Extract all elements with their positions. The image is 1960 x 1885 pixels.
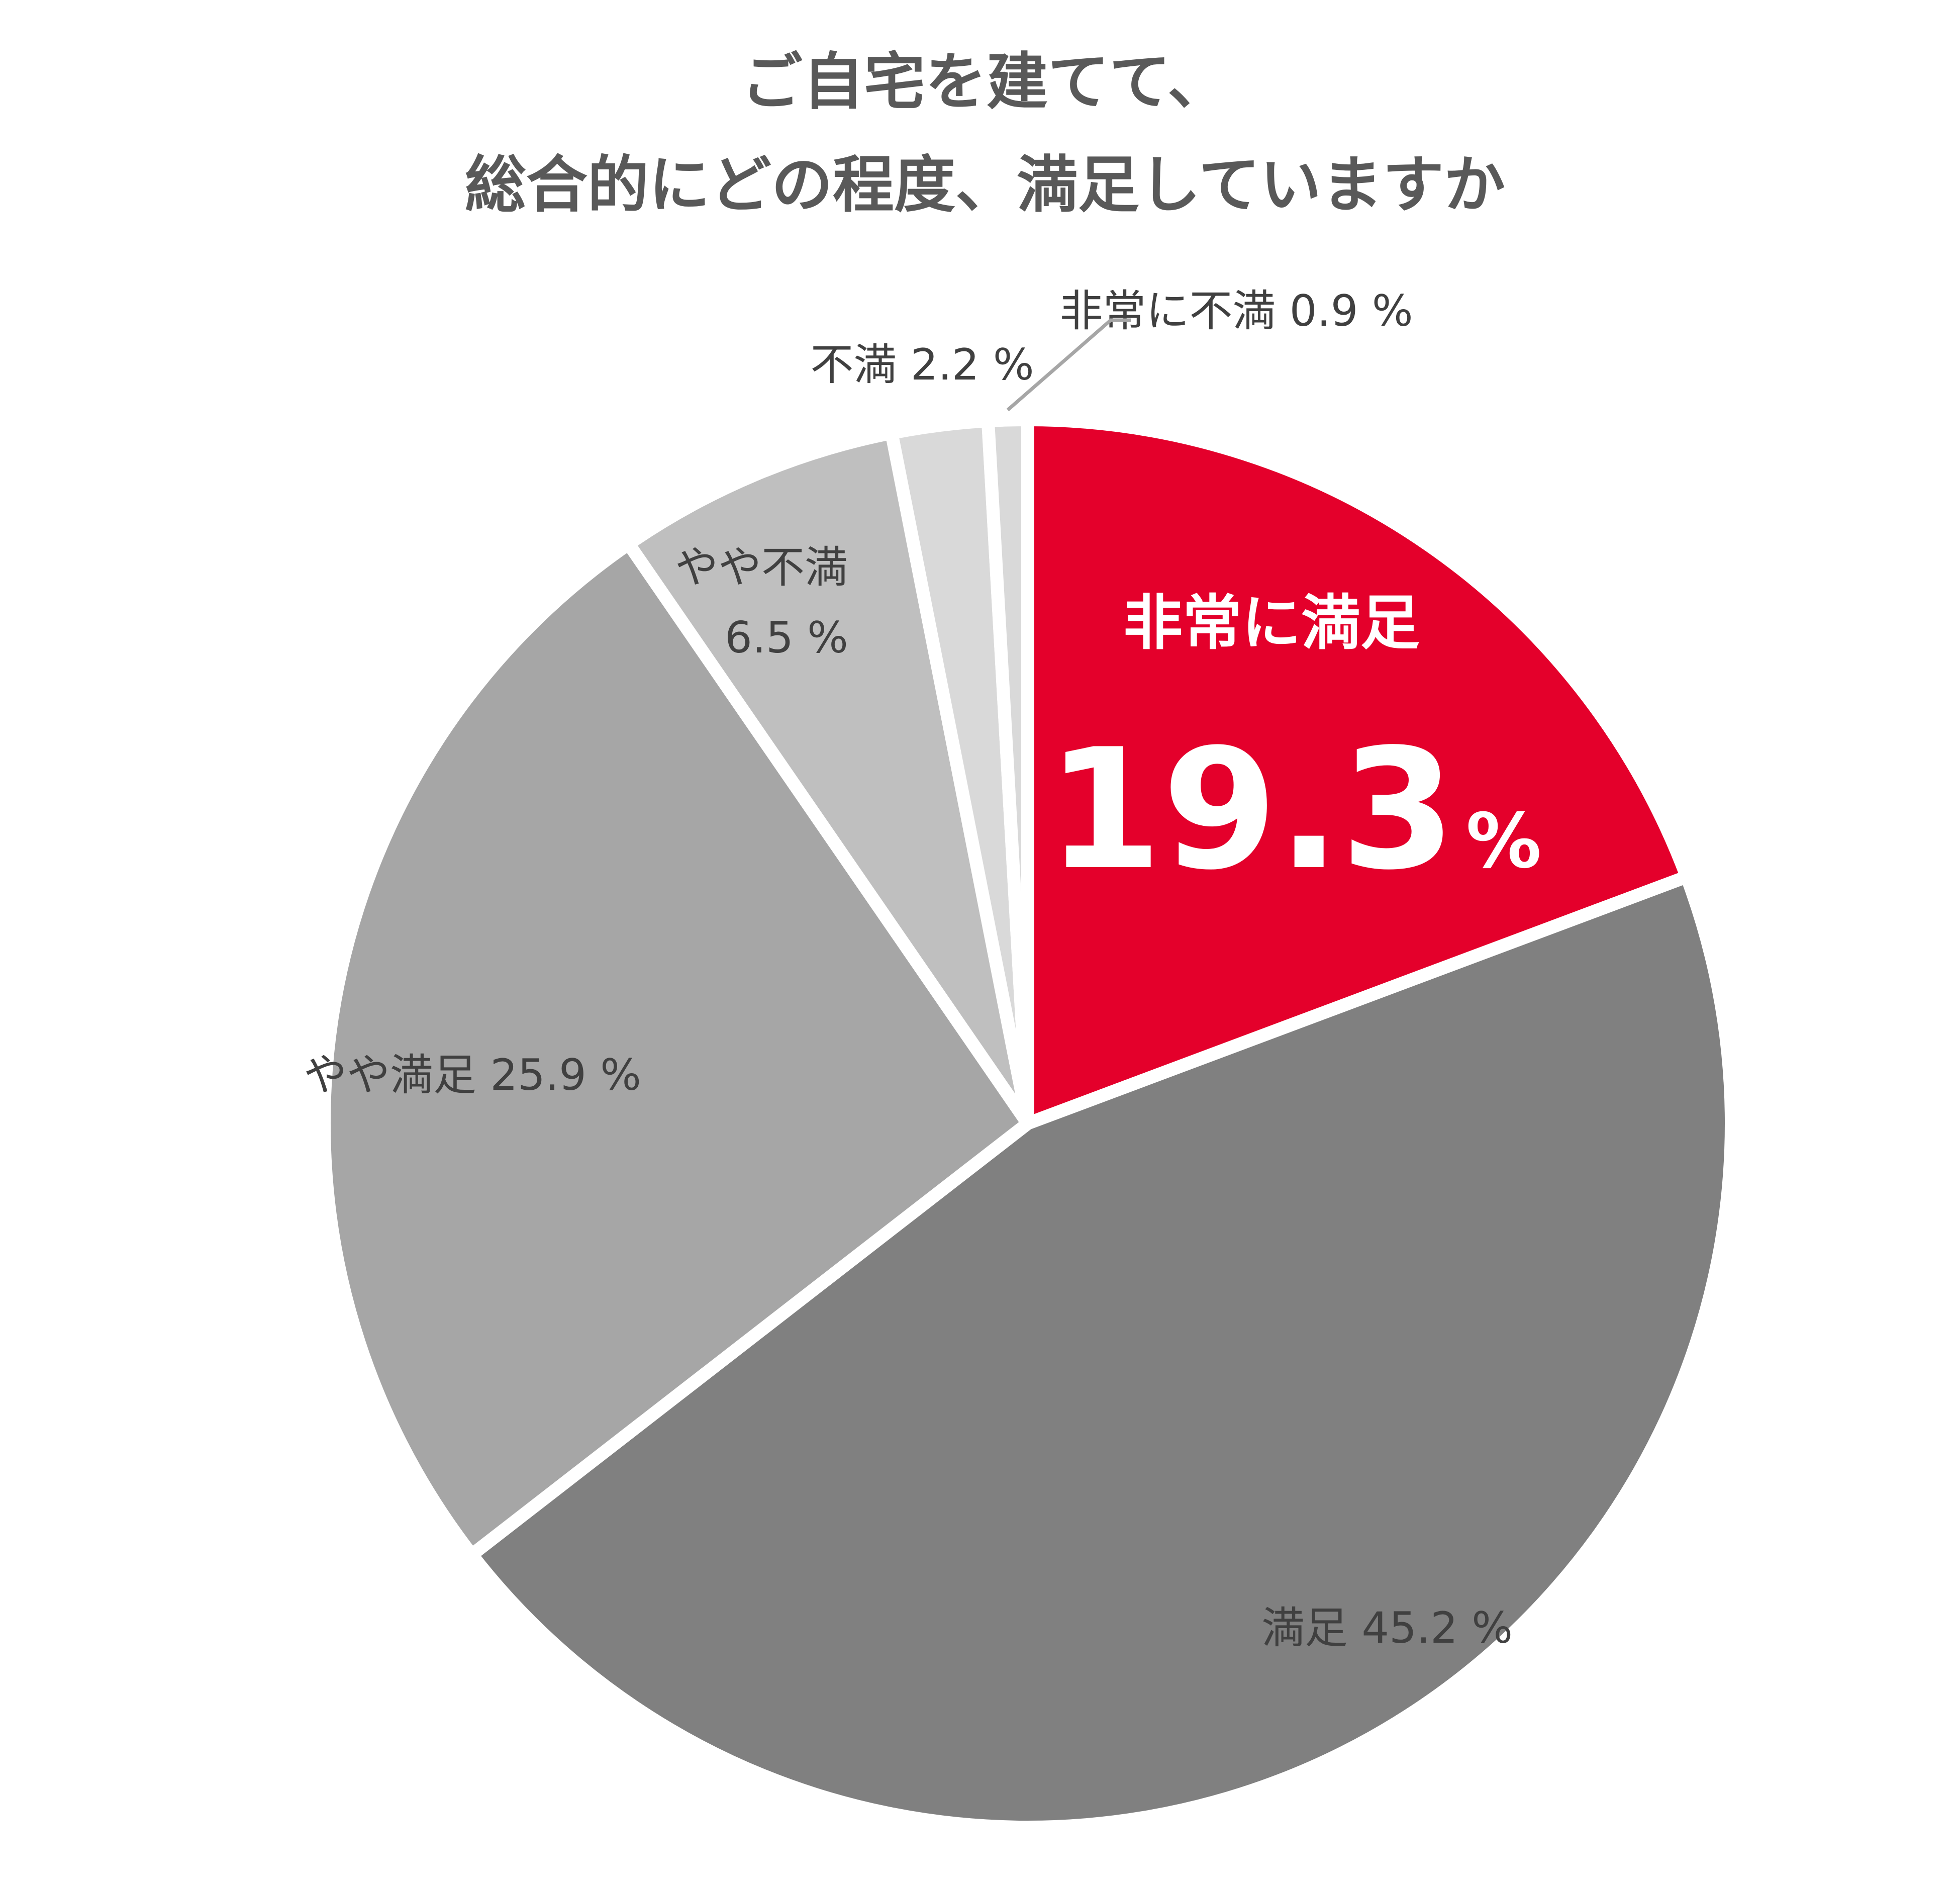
chart-title: ご自宅を建てて、 総合的にどの程度、満足していますか: [465, 46, 1505, 221]
slice-label: 不満 2.2 %: [810, 340, 1034, 390]
chart-title-line-1: ご自宅を建てて、: [741, 46, 1229, 118]
pie-slice: [317, 534, 1037, 1564]
slice-label: 非常に不満 0.9 %: [1059, 286, 1413, 336]
pie-slice: [1021, 413, 1695, 1133]
pie-slice: [981, 413, 1034, 1124]
slice-label-name: やや不満: [675, 542, 848, 593]
pie-slice: [462, 868, 1738, 1834]
slice-label: 満足 45.2 %: [1261, 1603, 1513, 1653]
slice-label-value: 19.3%: [1047, 713, 1542, 906]
pie-slices: [317, 413, 1738, 1834]
pie-slice: [619, 425, 1034, 1127]
pie-labels: 非常に満足 19.3 % 満足 45.2 % やや満足 25.9 % やや不満 6.5 % 不…: [304, 286, 1541, 1653]
slice-label-name: 非常に満足: [1123, 588, 1420, 657]
slice-label-value-number: 19.3: [1047, 713, 1456, 906]
chart-title-line-2: 総合的にどの程度、満足していますか: [465, 149, 1505, 221]
slice-label-value-unit: %: [1466, 798, 1541, 885]
slice-label-value: 6.5 %: [725, 613, 848, 663]
slice-label: やや満足 25.9 %: [304, 1050, 641, 1100]
leader-line: [1006, 318, 1131, 412]
